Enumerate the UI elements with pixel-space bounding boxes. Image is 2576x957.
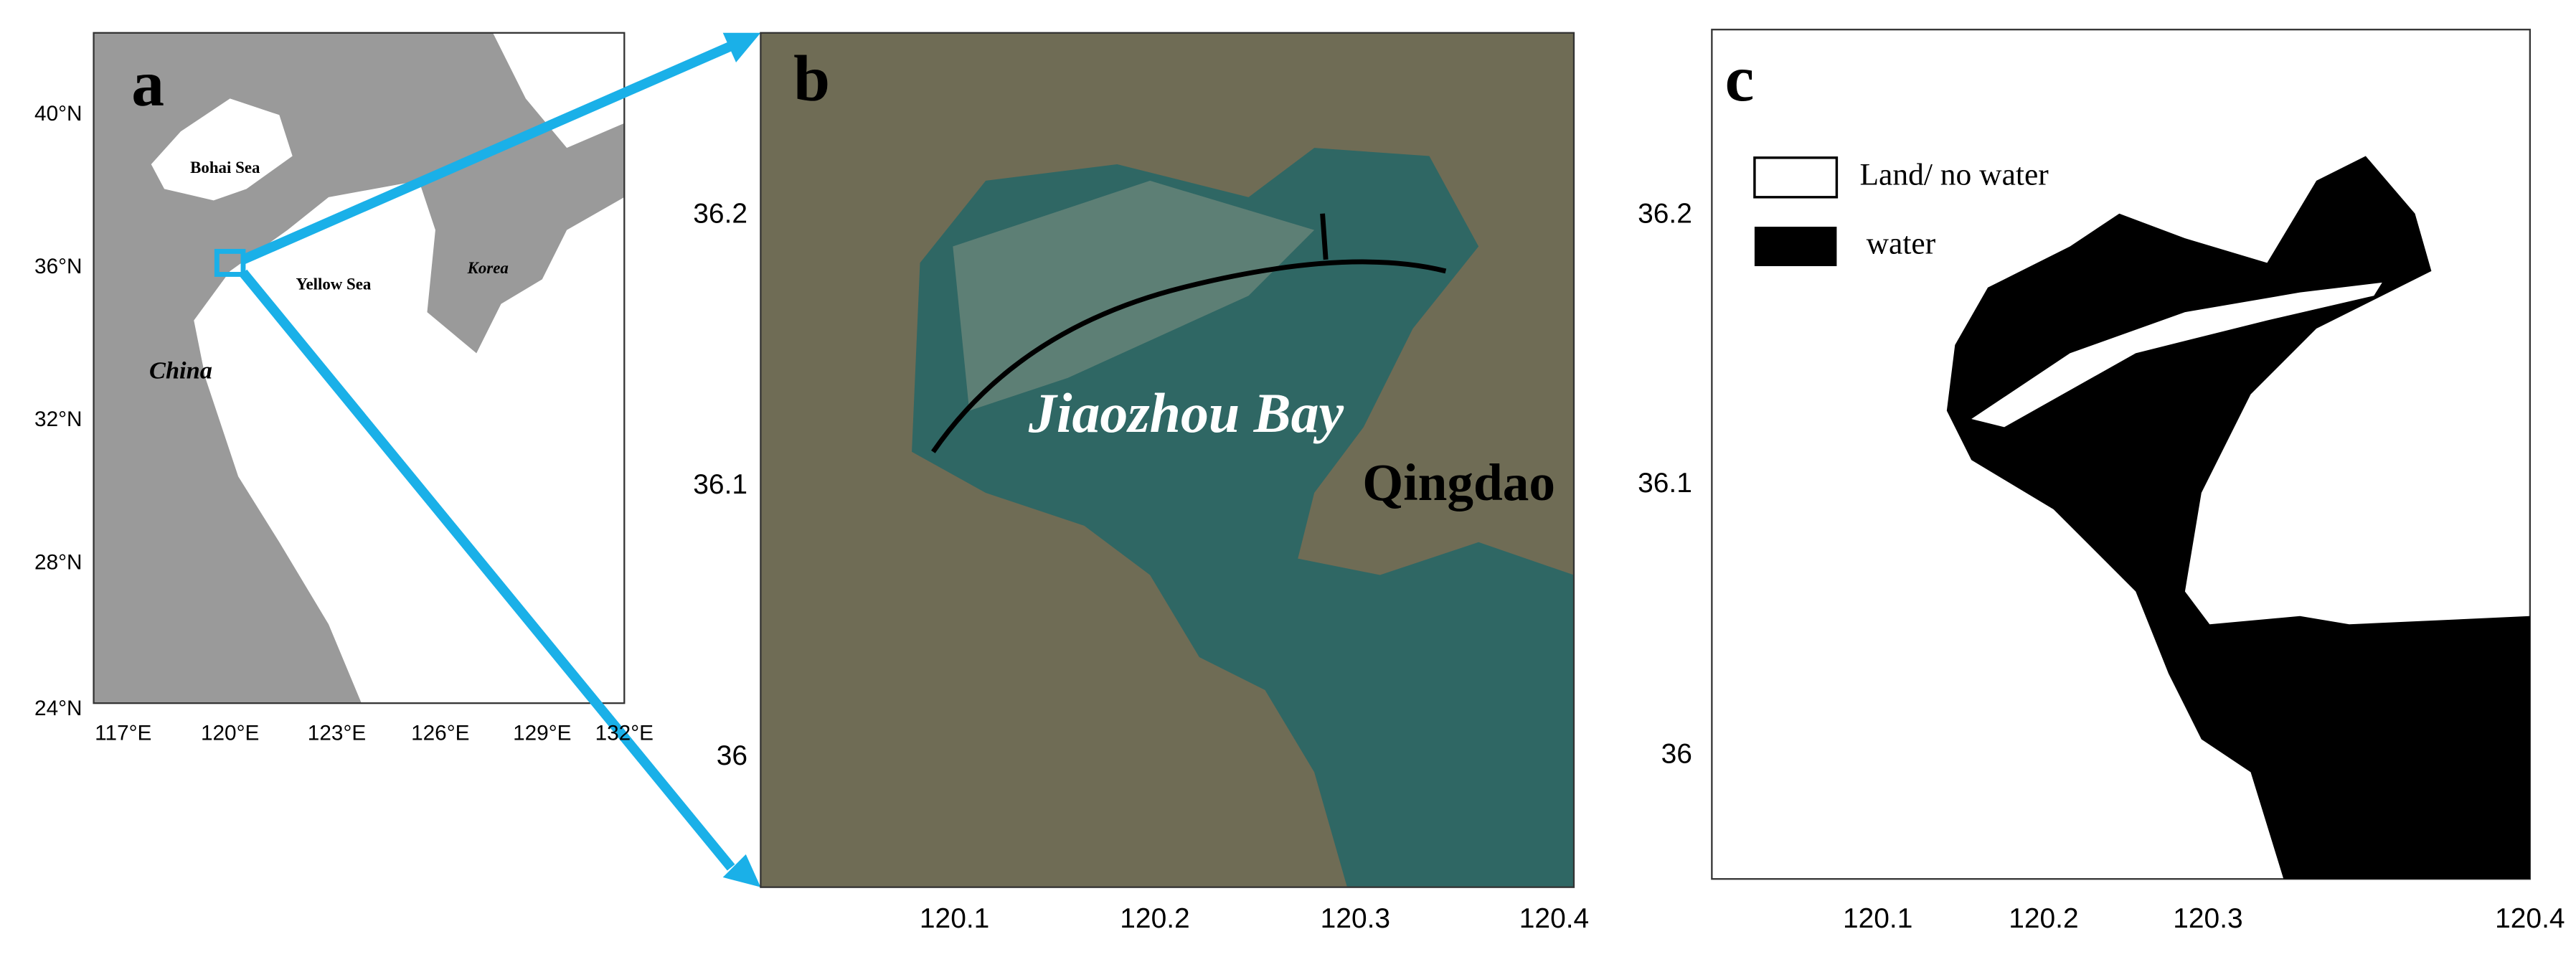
satellite-image [760,32,1575,888]
y-tick-label: 36 [717,740,747,771]
x-tick-label: 117°E [95,722,151,745]
y-tick-label: 36.2 [1638,198,1692,229]
zoom-arrows [239,32,761,887]
x-tick-label: 120°E [201,722,259,745]
y-tick-label: 36 [1661,739,1692,770]
y-tick-label: 32°N [34,407,82,431]
x-tick-label: 120.2 [2009,903,2078,934]
legend-swatch-water [1754,227,1837,267]
x-tick-label: 132°E [595,722,654,745]
place-label: Yellow Sea [296,275,371,293]
place-label: Qingdao [1362,453,1555,512]
x-tick-label: 120.4 [2495,903,2565,934]
y-tick-label: 24°N [34,697,82,720]
x-tick-label: 123°E [308,722,366,745]
water-mask [1711,29,2531,880]
y-tick-label: 28°N [34,550,82,574]
panel-label: c [1725,42,1755,115]
panel-label: a [131,47,164,120]
x-tick-label: 126°E [411,722,469,745]
y-tick-label: 36.1 [693,469,747,500]
y-tick-label: 36.1 [1638,468,1692,499]
legend-label: Land/ no water [1859,157,2049,192]
y-tick-label: 36°N [34,255,82,278]
panel-label: b [793,42,830,115]
place-label: China [149,357,212,385]
x-tick-label: 120.1 [1843,903,1912,934]
x-tick-label: 120.3 [2173,903,2242,934]
y-tick-label: 40°N [34,102,82,126]
x-tick-label: 120.4 [1519,903,1589,934]
legend-label: water [1867,227,1936,261]
x-tick-label: 129°E [513,722,571,745]
x-tick-label: 120.3 [1321,903,1390,934]
overview-map [93,32,626,704]
x-tick-label: 120.2 [1120,903,1189,934]
place-label: Korea [467,259,509,277]
y-tick-label: 36.2 [693,198,747,229]
x-tick-label: 120.1 [920,903,989,934]
place-label: Jiaozhou Bay [1028,382,1344,444]
legend-swatch-land [1753,156,1839,199]
place-label: Bohai Sea [190,159,260,176]
